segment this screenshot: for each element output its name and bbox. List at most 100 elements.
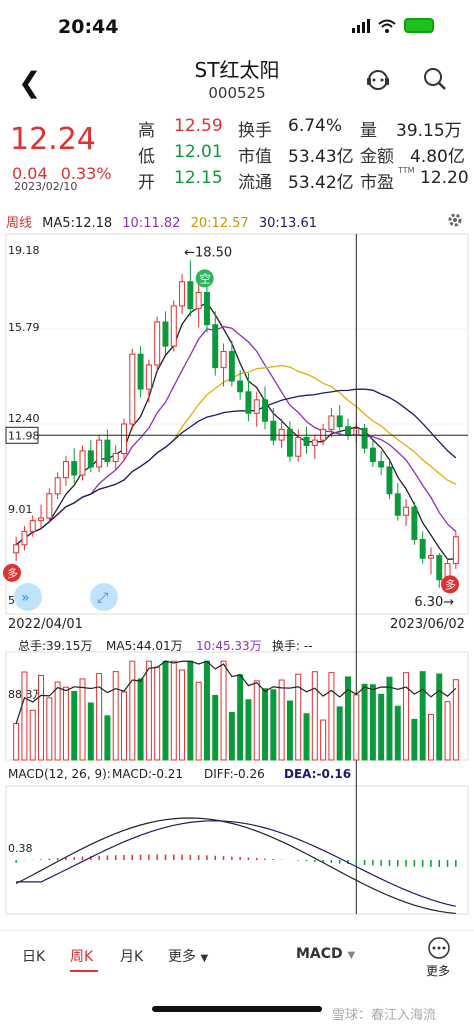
candle-body <box>71 461 78 476</box>
macd-y-label: 0.38 <box>8 842 33 855</box>
volume-turnover: 换手: -- <box>272 639 313 653</box>
candle-body <box>104 439 111 463</box>
chevron-down-icon: ▼ <box>200 953 209 964</box>
volume-bar <box>295 673 302 761</box>
volume-bar <box>444 701 451 761</box>
crosshair-price: 11.98 <box>8 429 40 442</box>
candle-body <box>378 461 385 468</box>
status-time: 20:44 <box>58 16 119 38</box>
quote-value: 12.15 <box>174 168 223 188</box>
volume-bar <box>262 688 269 761</box>
signal-icon <box>352 18 370 33</box>
more-label[interactable]: 更多 <box>426 964 451 978</box>
volume-bar <box>245 699 252 761</box>
volume-bar <box>303 713 310 761</box>
settings-icon[interactable] <box>446 211 464 229</box>
macd-frame <box>5 785 469 915</box>
change-value: 0.04 <box>12 164 48 183</box>
back-icon[interactable]: ❮ <box>18 66 42 99</box>
volume-bar <box>154 666 161 761</box>
watermark: 雪球：春江入海流 <box>332 1008 437 1023</box>
candle-body <box>328 415 335 430</box>
candle-body <box>87 450 94 468</box>
y-axis-label: 12.40 <box>8 412 40 425</box>
volume-bar <box>361 683 368 761</box>
tab-more-periods[interactable]: 更多 ▼ <box>168 946 208 966</box>
candle-body <box>345 426 351 436</box>
fullscreen-icon <box>90 583 118 611</box>
candle-body <box>154 321 161 366</box>
candle-body <box>336 415 343 428</box>
candle-body <box>286 428 293 457</box>
volume-ma5: MA5:44.01万 <box>106 639 183 653</box>
quote-label: 量 <box>360 121 377 141</box>
chevron-down-icon: ▼ <box>347 950 356 961</box>
candle-body <box>129 353 136 425</box>
quote-value: 53.42亿 <box>288 173 354 193</box>
sell-badge-right: 多 <box>445 577 456 591</box>
macd-dea: DEA:-0.16 <box>284 767 351 781</box>
tab-week-k[interactable]: 周K <box>70 949 94 965</box>
empty-badge-bg <box>195 269 214 288</box>
quote-label: 低 <box>138 147 155 167</box>
candle-body <box>54 477 61 495</box>
volume-bar <box>112 671 119 761</box>
more-icon[interactable] <box>427 936 451 960</box>
volume-bar <box>411 718 418 761</box>
volume-bar <box>87 702 94 761</box>
period-label[interactable]: 周线 <box>6 216 33 231</box>
expand-left-icon <box>14 583 42 611</box>
candle-body <box>38 517 45 522</box>
macd-value: MACD:-0.21 <box>112 767 183 781</box>
volume-bar <box>21 671 28 761</box>
macd-title: MACD(12, 26, 9): <box>8 767 111 781</box>
volume-bar <box>137 678 144 761</box>
search-icon[interactable] <box>422 66 448 92</box>
x-axis-end: 2023/06/02 <box>390 617 465 632</box>
low-marker: 6.30→ <box>414 595 454 610</box>
volume-bar <box>278 679 285 761</box>
volume-bar <box>220 660 227 761</box>
customer-service-icon[interactable] <box>364 66 392 94</box>
volume-bar <box>121 691 127 761</box>
volume-bar <box>187 660 194 761</box>
volume-bar <box>436 673 443 761</box>
volume-bar <box>419 671 426 761</box>
volume-bar <box>96 673 103 761</box>
candle-body <box>179 281 186 307</box>
volume-bar <box>79 678 86 761</box>
ma5-label: MA5:12.18 <box>42 216 113 231</box>
expand-left-glyph: » <box>21 590 30 606</box>
quote-value: 12.01 <box>174 142 223 162</box>
volume-bar <box>104 715 111 761</box>
indicator-select-label: MACD <box>296 946 343 962</box>
change-percent: 0.33% <box>60 164 112 183</box>
volume-bar <box>320 719 327 761</box>
volume-bar <box>386 676 393 761</box>
pe-ttm-sup: TTM <box>398 166 415 175</box>
candle-body <box>237 380 244 393</box>
quote-label: 市盈 <box>360 173 394 193</box>
y-axis-label: 19.18 <box>8 244 40 257</box>
candle-body <box>427 555 434 559</box>
candle-body <box>311 439 318 446</box>
volume-bar <box>452 679 459 761</box>
volume-bar <box>328 672 335 761</box>
tab-month-k[interactable]: 月K <box>120 949 144 965</box>
kline-chart[interactable]: 19.1815.7912.409.015.6211.98←18.506.30→空… <box>0 0 474 930</box>
wifi-icon <box>378 19 396 33</box>
candle-body <box>145 364 152 390</box>
candle-body <box>195 291 202 310</box>
candle-body <box>303 436 310 446</box>
empty-badge: 空 <box>200 271 211 285</box>
volume-bar <box>203 660 210 761</box>
volume-bar <box>427 713 434 761</box>
quote-label: 换手 <box>238 121 272 141</box>
stock-code: 000525 <box>208 84 266 102</box>
candle-body <box>21 530 28 546</box>
volume-total: 总手:39.15万 <box>18 639 92 653</box>
candle-body <box>369 447 376 463</box>
indicator-select[interactable]: MACD ▼ <box>296 946 355 962</box>
quote-date: 2023/02/10 <box>14 180 78 193</box>
tab-day-k[interactable]: 日K <box>22 949 46 965</box>
